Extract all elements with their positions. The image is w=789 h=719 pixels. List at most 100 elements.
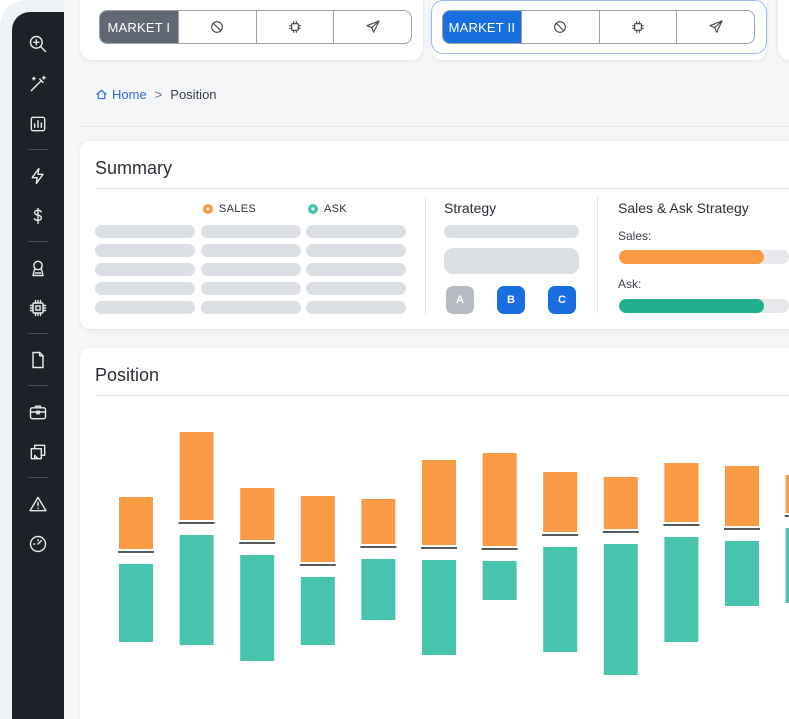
lightning-icon[interactable] [24,162,52,190]
placeholder-cell [201,301,301,314]
sales-bar [482,453,517,546]
placeholder-cell [95,282,195,295]
placeholder-bar [444,225,579,238]
sidebar-divider [28,333,48,334]
legend-ask: ● ASK [308,203,347,215]
strategy-chip-a[interactable]: A [446,286,474,314]
legend-sales: ● SALES [203,203,256,215]
ask-label: Ask: [618,277,642,291]
ask-bar [119,564,153,642]
ask-dot-icon: ● [308,204,318,214]
placeholder-cell [306,282,406,295]
gauge-icon[interactable] [24,530,52,558]
ask-bar [240,555,275,661]
sidebar-divider [28,385,48,386]
main-content: MARKET I MARKET II [64,0,789,719]
position-divider [95,395,789,396]
market-2-label[interactable]: MARKET II [443,11,521,43]
warning-icon[interactable] [24,490,52,518]
ask-bar [603,544,638,675]
ask-bar [664,537,699,642]
legend-sales-label: SALES [219,203,256,215]
breadcrumb-home[interactable]: Home [95,87,147,102]
ask-bar [179,535,214,645]
ask-bar [361,559,396,620]
placeholder-cell [95,244,195,257]
layers-icon[interactable] [24,438,52,466]
sales-bar [785,475,789,513]
sales-progress [619,250,789,264]
sales-bar [664,463,699,522]
placeholder-cell [306,263,406,276]
magic-wand-icon[interactable] [24,70,52,98]
market-1-label[interactable]: MARKET I [100,11,178,43]
placeholder-cell [201,225,301,238]
placeholder-cell [306,244,406,257]
zoom-in-icon[interactable] [24,30,52,58]
sidebar-divider [28,477,48,478]
dollar-icon[interactable] [24,202,52,230]
placeholder-cell [95,301,195,314]
chip-icon [632,21,644,33]
position-chart [118,432,789,675]
strategy-chip-b[interactable]: B [497,286,525,314]
send-button[interactable] [676,11,754,43]
chip-icon[interactable] [24,294,52,322]
bar-chart-icon[interactable] [24,110,52,138]
column-divider [597,197,598,314]
sales-bar [119,497,153,549]
briefcase-icon[interactable] [24,398,52,426]
sidebar-divider [28,149,48,150]
ask-bar [300,577,335,645]
legend-ask-label: ASK [324,203,347,215]
document-icon[interactable] [24,346,52,374]
market-card-2: MARKET II [431,0,767,60]
sales-bar [361,499,396,544]
market-card-1: MARKET I [80,0,423,60]
block-icon [554,21,566,33]
ask-progress [619,299,789,313]
chip-button[interactable] [598,11,677,43]
sales-label: Sales: [618,229,652,243]
send-icon [709,20,723,33]
sales-bar [300,496,335,562]
placeholder-cell [201,282,301,295]
breadcrumb-separator: > [154,87,163,102]
placeholder-block [444,248,579,274]
sales-bar [240,488,275,540]
placeholder-cell [306,225,406,238]
market-toolbar-1: MARKET I [99,10,412,44]
sales-dot-icon: ● [203,204,213,214]
chip-button[interactable] [255,11,334,43]
placeholder-cell [201,244,301,257]
block-button[interactable] [177,11,256,43]
sales-ask-title: Sales & Ask Strategy [618,200,749,216]
sales-bar [179,432,214,520]
sales-bar [543,472,578,532]
ask-progress-fill [619,299,764,313]
position-title: Position [95,365,160,385]
ask-bar [543,547,578,652]
column-divider [425,197,426,314]
ask-bar [785,528,789,603]
block-icon [211,21,223,33]
summary-divider [95,188,789,189]
sidebar-divider [28,241,48,242]
chip-icon [289,21,301,33]
summary-title: Summary [95,158,173,178]
breadcrumb-current: Position [170,87,217,102]
strategy-chip-c[interactable]: C [548,286,576,314]
placeholder-cell [95,225,195,238]
ask-bar [725,541,759,606]
market-card-2-outline [431,0,767,54]
sales-bar [725,466,759,526]
send-button[interactable] [333,11,411,43]
block-button[interactable] [520,11,599,43]
sales-bar [603,477,638,529]
home-icon [96,89,107,100]
breadcrumb-home-label[interactable]: Home [112,87,147,102]
market-toolbar-2: MARKET II [442,10,755,44]
ask-bar [422,560,456,655]
send-icon [366,20,380,33]
certificate-icon[interactable] [24,254,52,282]
